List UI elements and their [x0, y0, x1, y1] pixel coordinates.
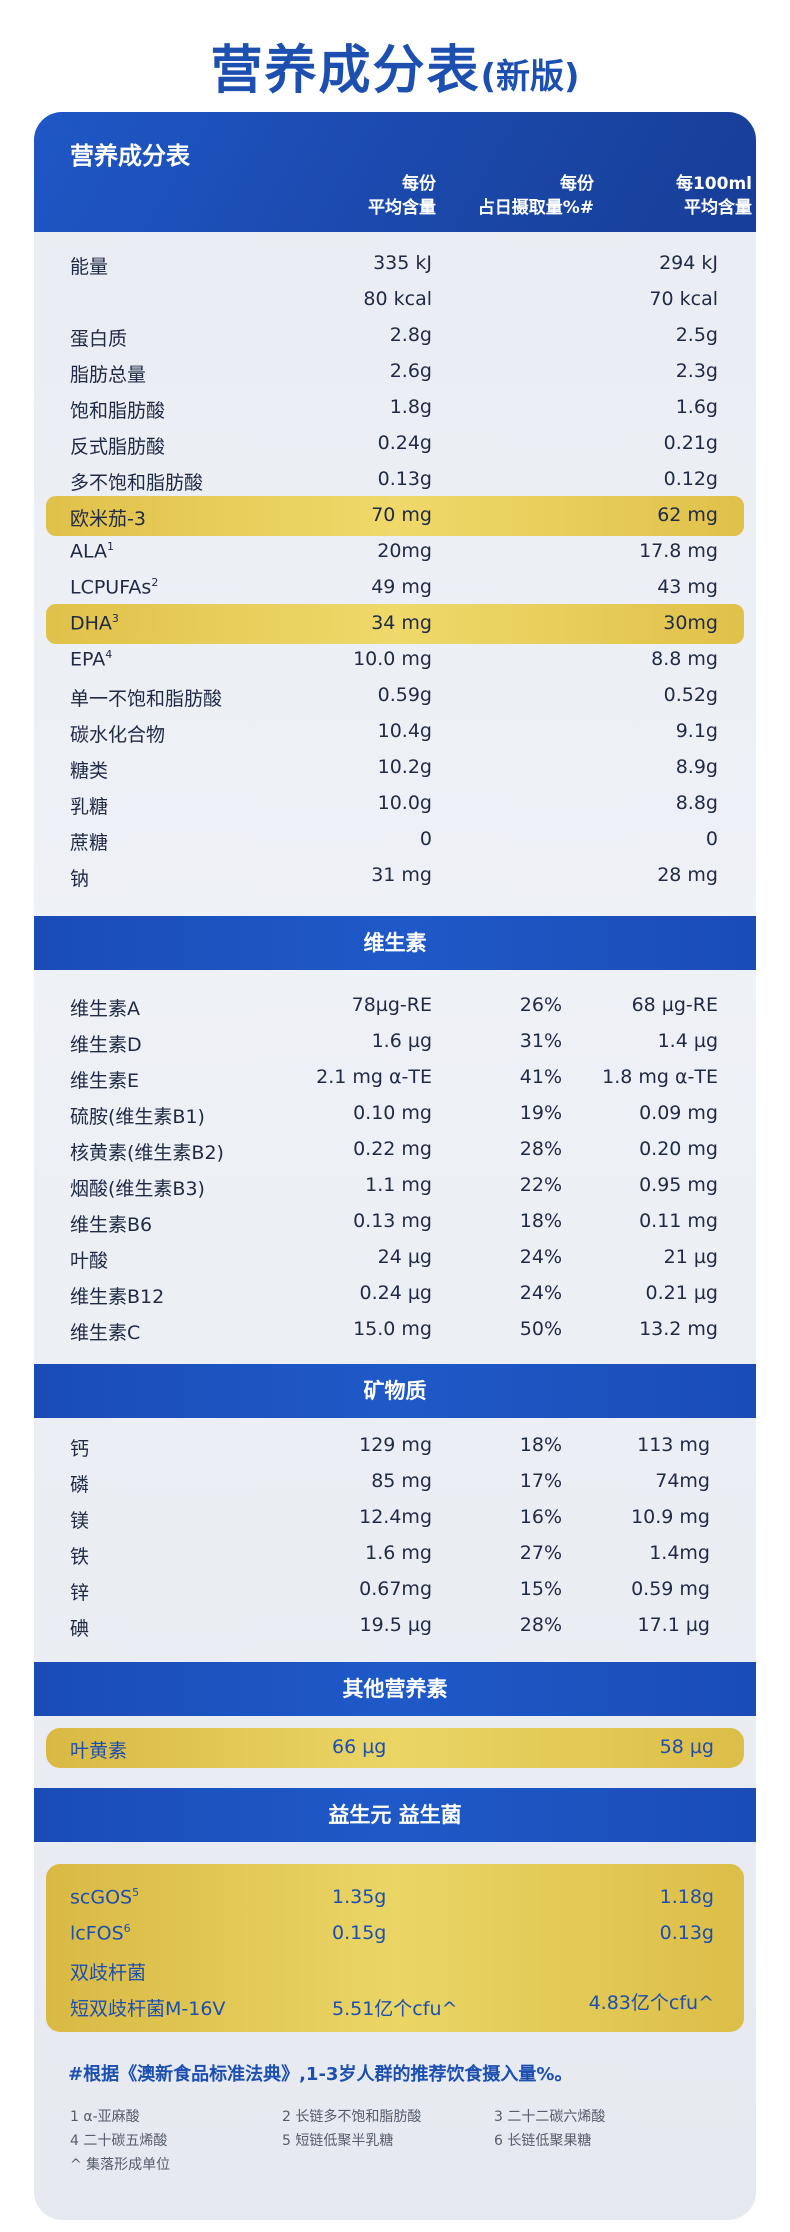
- footnote: 1 α-亚麻酸: [70, 2109, 140, 2125]
- table-row: 蛋白质 2.8g 2.5g: [70, 324, 718, 350]
- page-title: 营养成分表(新版): [0, 28, 790, 103]
- highlight-dha: [46, 604, 744, 644]
- nutrition-card: 营养成分表 每份 平均含量 每份 占日摄取量%# 每100ml 平均含量 能量 3…: [34, 112, 756, 2220]
- table-row: 能量 335 kJ 294 kJ: [70, 252, 718, 278]
- table-row: lcFOS6 0.15g 0.13g: [70, 1922, 714, 1945]
- highlight-lutein: [46, 1728, 744, 1768]
- table-row: 叶酸 24 µg 24% 21 µg: [70, 1246, 718, 1272]
- footnote: 5 短链低聚半乳糖: [282, 2133, 394, 2149]
- highlight-omega3: [46, 496, 744, 536]
- table-row: 锌 0.67mg 15% 0.59 mg: [70, 1578, 710, 1604]
- table-row: DHA3 34 mg 30mg: [70, 612, 718, 635]
- table-row: 烟酸(维生素B3) 1.1 mg 22% 0.95 mg: [70, 1174, 718, 1200]
- footnote: 6 长链低聚果糖: [494, 2133, 592, 2149]
- footnote: 2 长链多不饱和脂肪酸: [282, 2109, 422, 2125]
- table-row: 单一不饱和脂肪酸 0.59g 0.52g: [70, 684, 718, 710]
- section-header-probiotics: 益生元 益生菌: [34, 1788, 756, 1842]
- table-row: 脂肪总量 2.6g 2.3g: [70, 360, 718, 386]
- table-row: 多不饱和脂肪酸 0.13g 0.12g: [70, 468, 718, 494]
- section-header-vitamins: 维生素: [34, 916, 756, 970]
- table-row: 磷 85 mg 17% 74mg: [70, 1470, 710, 1496]
- table-row: 维生素D 1.6 µg 31% 1.4 µg: [70, 1030, 718, 1056]
- table-row: scGOS5 1.35g 1.18g: [70, 1886, 714, 1909]
- table-row: 镁 12.4mg 16% 10.9 mg: [70, 1506, 710, 1532]
- table-row: 饱和脂肪酸 1.8g 1.6g: [70, 396, 718, 422]
- table-row: 维生素B12 0.24 µg 24% 0.21 µg: [70, 1282, 718, 1308]
- col-header-per-100ml: 每100ml 平均含量: [675, 174, 752, 218]
- table-row: 核黄素(维生素B2) 0.22 mg 28% 0.20 mg: [70, 1138, 718, 1164]
- footnote: 4 二十碳五烯酸: [70, 2133, 168, 2149]
- table-row: 维生素C 15.0 mg 50% 13.2 mg: [70, 1318, 718, 1344]
- table-row: 80 kcal 70 kcal: [363, 288, 718, 310]
- table-row: 维生素A 78µg-RE 26% 68 µg-RE: [70, 994, 718, 1020]
- section-header-minerals: 矿物质: [34, 1364, 756, 1418]
- section-header-other: 其他营养素: [34, 1662, 756, 1716]
- page-title-main: 营养成分表: [210, 41, 481, 101]
- table-row: 叶黄素 66 µg 58 µg: [70, 1736, 714, 1762]
- footnote: 3 二十二碳六烯酸: [494, 2109, 606, 2125]
- table-row: 钠 31 mg 28 mg: [70, 864, 718, 890]
- col-header-daily-intake: 每份 占日摄取量%#: [477, 174, 594, 218]
- table-row: 铁 1.6 mg 27% 1.4mg: [70, 1542, 710, 1568]
- page-title-sub: (新版): [480, 57, 580, 97]
- table-row: 维生素E 2.1 mg α-TE 41% 1.8 mg α-TE: [70, 1066, 718, 1092]
- table-row: EPA4 10.0 mg 8.8 mg: [70, 648, 718, 671]
- table-row: 欧米茄-3 70 mg 62 mg: [70, 504, 718, 530]
- table-row: 蔗糖 0 0: [70, 828, 718, 854]
- table-row: 钙 129 mg 18% 113 mg: [70, 1434, 710, 1460]
- table-title: 营养成分表: [70, 142, 190, 170]
- table-row: 碘 19.5 µg 28% 17.1 µg: [70, 1614, 710, 1640]
- probiotics-panel: [46, 1864, 744, 2032]
- col-header-per-serving: 每份 平均含量: [368, 174, 436, 218]
- table-row: 乳糖 10.0g 8.8g: [70, 792, 718, 818]
- intake-note: #根据《澳新食品标准法典》,1-3岁人群的推荐饮食摄入量%。: [68, 2064, 573, 2085]
- table-row: LCPUFAs2 49 mg 43 mg: [70, 576, 718, 599]
- table-row: 短双歧杆菌M-16V 5.51亿个cfu^ 4.83亿个cfu^: [70, 1992, 714, 2020]
- table-row: 糖类 10.2g 8.9g: [70, 756, 718, 782]
- table-row: 碳水化合物 10.4g 9.1g: [70, 720, 718, 746]
- table-row: 反式脂肪酸 0.24g 0.21g: [70, 432, 718, 458]
- table-row: 硫胺(维生素B1) 0.10 mg 19% 0.09 mg: [70, 1102, 718, 1128]
- footnote: ^ 集落形成单位: [70, 2157, 171, 2173]
- table-header: 营养成分表 每份 平均含量 每份 占日摄取量%# 每100ml 平均含量: [34, 112, 756, 232]
- table-row: 维生素B6 0.13 mg 18% 0.11 mg: [70, 1210, 718, 1236]
- table-row: ALA1 20mg 17.8 mg: [70, 540, 718, 563]
- table-row: 双歧杆菌: [70, 1962, 147, 1984]
